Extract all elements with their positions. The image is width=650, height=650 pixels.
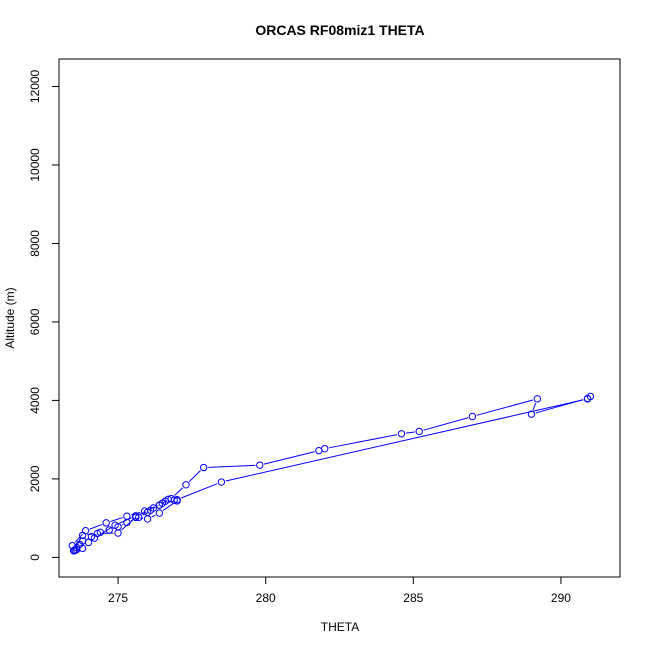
- data-point: [173, 497, 181, 505]
- y-tick-label: 0: [28, 554, 42, 561]
- data-point: [146, 506, 155, 514]
- y-tick-label: 6000: [28, 308, 42, 335]
- data-point: [468, 412, 477, 421]
- data-point: [132, 513, 140, 522]
- data-point: [123, 512, 131, 520]
- data-point: [93, 529, 102, 538]
- series-segment: [264, 451, 315, 465]
- data-point: [143, 515, 152, 523]
- x-tick-label: 280: [256, 591, 276, 605]
- x-axis: 275 280 285 290: [108, 576, 571, 605]
- chart-title: ORCAS RF08miz1 THETA: [255, 22, 424, 38]
- series-segment: [74, 533, 83, 543]
- data-point: [78, 531, 87, 540]
- y-tick-label: 4000: [28, 387, 42, 414]
- data-point: [84, 538, 93, 547]
- x-axis-label: THETA: [321, 620, 359, 634]
- series-segment: [87, 533, 93, 536]
- series-points: [68, 392, 595, 555]
- y-axis: 0 2000 4000 6000 8000 10000 12000: [28, 69, 60, 561]
- y-tick-label: 2000: [28, 465, 42, 492]
- data-point: [155, 501, 164, 509]
- data-point: [182, 481, 190, 489]
- y-tick-label: 10000: [28, 148, 42, 182]
- data-point: [199, 463, 208, 472]
- x-tick-label: 275: [108, 591, 128, 605]
- data-point: [111, 521, 119, 529]
- data-point: [78, 544, 87, 553]
- data-point: [583, 395, 592, 403]
- data-point: [217, 478, 226, 486]
- x-tick-label: 290: [551, 591, 571, 605]
- data-point: [105, 526, 113, 534]
- data-point: [102, 519, 110, 527]
- x-tick-label: 285: [403, 591, 423, 605]
- series-segment: [89, 523, 103, 530]
- series-segment: [532, 402, 537, 411]
- y-tick-label: 12000: [28, 69, 42, 103]
- series-segment: [174, 487, 184, 496]
- series-segment: [405, 431, 415, 434]
- data-point: [533, 395, 542, 403]
- data-point: [527, 410, 536, 418]
- series-segment: [208, 464, 256, 468]
- series-segment: [329, 434, 398, 449]
- series-segment: [423, 417, 469, 431]
- data-point: [415, 427, 423, 436]
- data-point: [164, 495, 172, 503]
- series-lines: [74, 399, 584, 548]
- series-segment: [188, 470, 201, 482]
- y-tick-label: 8000: [28, 230, 42, 257]
- series-segment: [154, 506, 156, 509]
- data-point: [114, 529, 122, 537]
- series-segment: [476, 399, 534, 416]
- series-segment: [110, 517, 123, 522]
- series-segment: [151, 514, 156, 518]
- series-segment: [162, 501, 165, 504]
- series-segment: [181, 483, 218, 499]
- series-segment: [148, 506, 156, 510]
- data-point: [256, 461, 264, 469]
- data-point: [155, 509, 164, 517]
- series-segment: [162, 503, 174, 511]
- data-point: [321, 444, 329, 453]
- data-point: [397, 430, 406, 438]
- y-axis-label: Altitude (m): [3, 287, 17, 348]
- series-segment: [225, 399, 584, 482]
- data-point: [70, 547, 78, 555]
- series-segment: [139, 511, 147, 515]
